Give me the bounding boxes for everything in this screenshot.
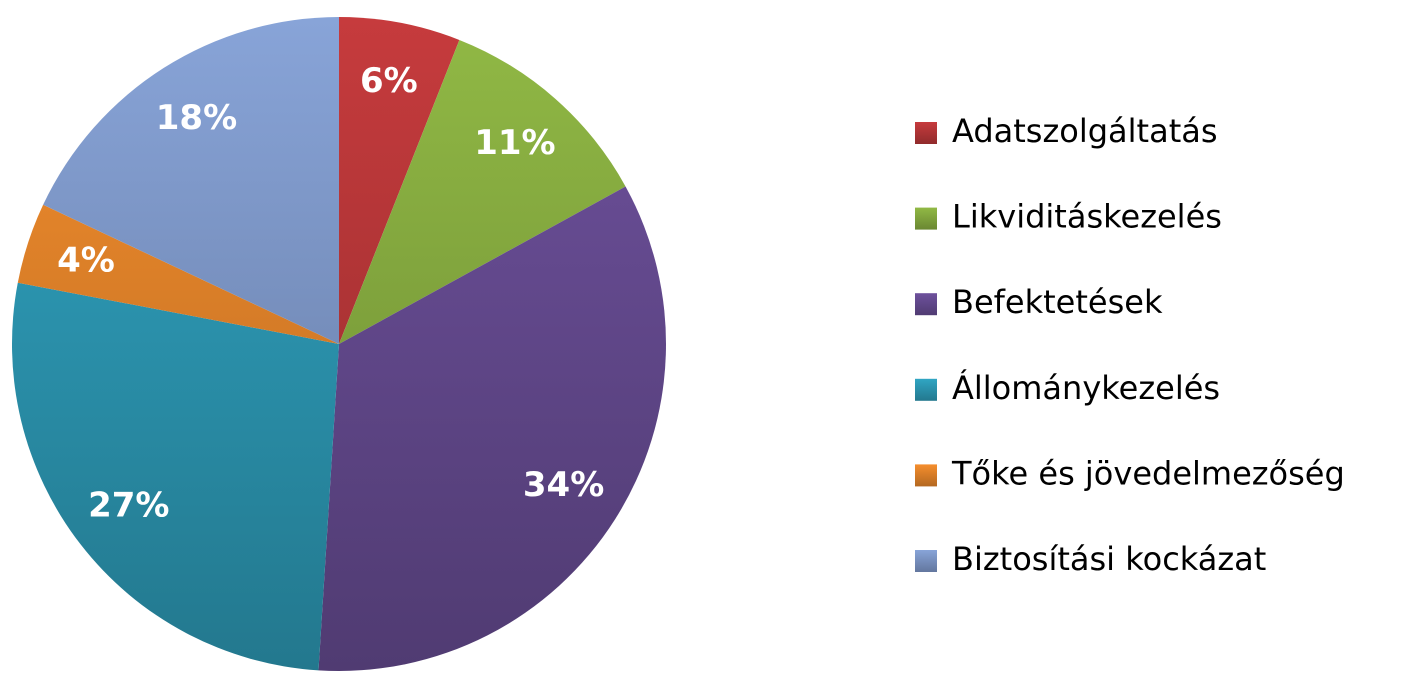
pie-slice <box>43 17 340 344</box>
legend-label: Tőke és jövedelmezőség <box>951 454 1345 492</box>
legend-label: Állománykezelés <box>952 369 1220 407</box>
legend-swatch <box>915 464 937 487</box>
data-label: 4% <box>57 240 115 280</box>
legend-swatch <box>915 122 937 144</box>
legend: Adatszolgáltatás Likviditáskezelés Befekte… <box>915 112 1345 578</box>
pie: 6% 11% 34% 27% 4% 18% <box>11 17 666 671</box>
legend-label: Befektetések <box>952 283 1163 321</box>
data-label: 34% <box>523 465 604 505</box>
data-label: 6% <box>360 61 418 101</box>
pie-slice <box>339 39 626 345</box>
legend-swatch <box>915 550 937 572</box>
legend-label: Likviditáskezelés <box>952 198 1222 236</box>
legend-label: Biztosítási kockázat <box>952 540 1266 578</box>
data-label: 27% <box>88 486 169 526</box>
legend-label: Adatszolgáltatás <box>952 112 1218 150</box>
data-label: 18% <box>156 98 237 138</box>
pie-slice <box>318 186 666 671</box>
pie-slice <box>17 204 340 344</box>
data-label: 11% <box>474 123 555 163</box>
pie-slice <box>11 282 339 671</box>
legend-swatch <box>915 378 937 401</box>
legend-swatch <box>915 293 937 316</box>
legend-swatch <box>915 207 937 230</box>
pie-slice <box>339 17 460 344</box>
